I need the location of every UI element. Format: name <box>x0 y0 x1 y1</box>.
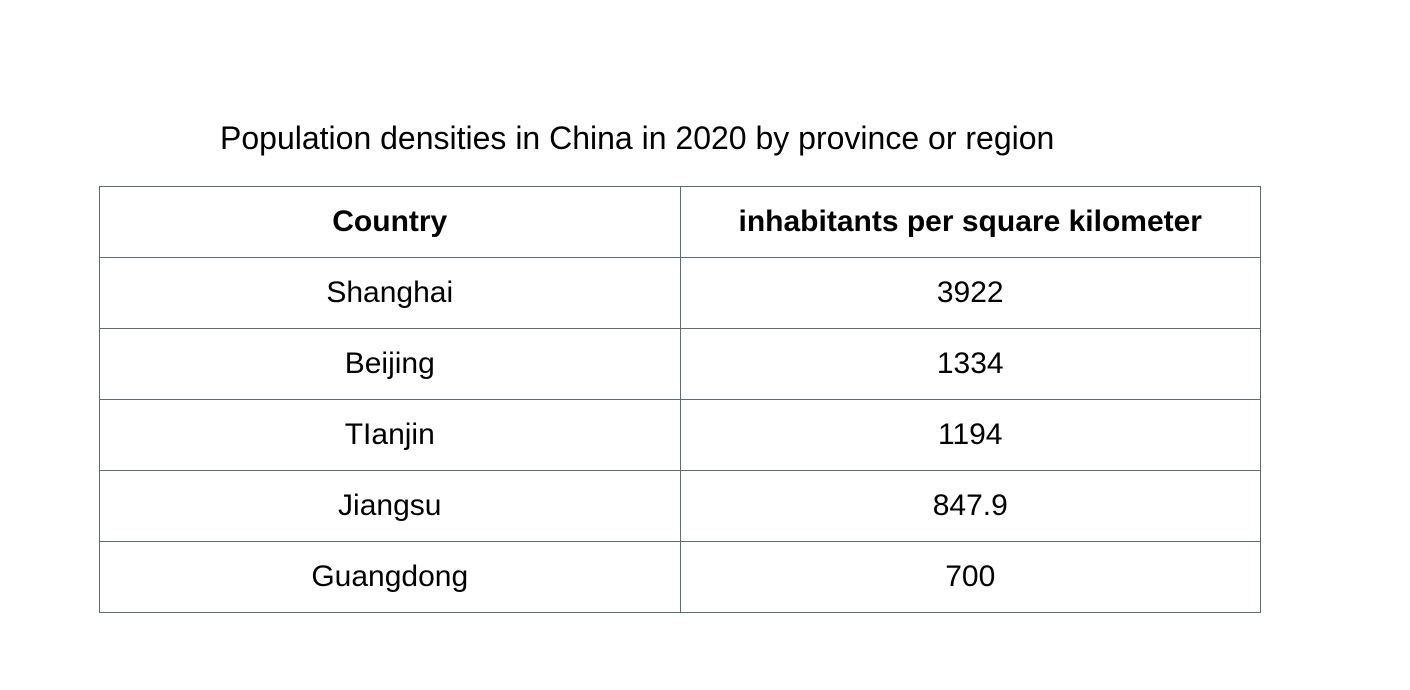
cell-density: 3922 <box>679 257 1261 329</box>
cell-density: 1194 <box>679 399 1261 471</box>
table-row: Shanghai 3922 <box>99 257 1261 329</box>
cell-region: Jiangsu <box>99 470 681 542</box>
cell-density: 847.9 <box>679 470 1261 542</box>
header-row: Country inhabitants per square kilometer <box>99 186 1261 258</box>
table-row: Guangdong 700 <box>99 541 1261 613</box>
column-header-country: Country <box>99 186 681 258</box>
table-row: TIanjin 1194 <box>99 399 1261 471</box>
cell-region: Beijing <box>99 328 681 400</box>
cell-density: 700 <box>679 541 1261 613</box>
cell-region: Shanghai <box>99 257 681 329</box>
population-density-table: Country inhabitants per square kilometer… <box>99 186 1261 613</box>
table-title: Population densities in China in 2020 by… <box>220 120 1055 156</box>
cell-region: Guangdong <box>99 541 681 613</box>
cell-region: TIanjin <box>99 399 681 471</box>
cell-density: 1334 <box>679 328 1261 400</box>
table-row: Beijing 1334 <box>99 328 1261 400</box>
table-row: Jiangsu 847.9 <box>99 470 1261 542</box>
column-header-density: inhabitants per square kilometer <box>679 186 1261 258</box>
